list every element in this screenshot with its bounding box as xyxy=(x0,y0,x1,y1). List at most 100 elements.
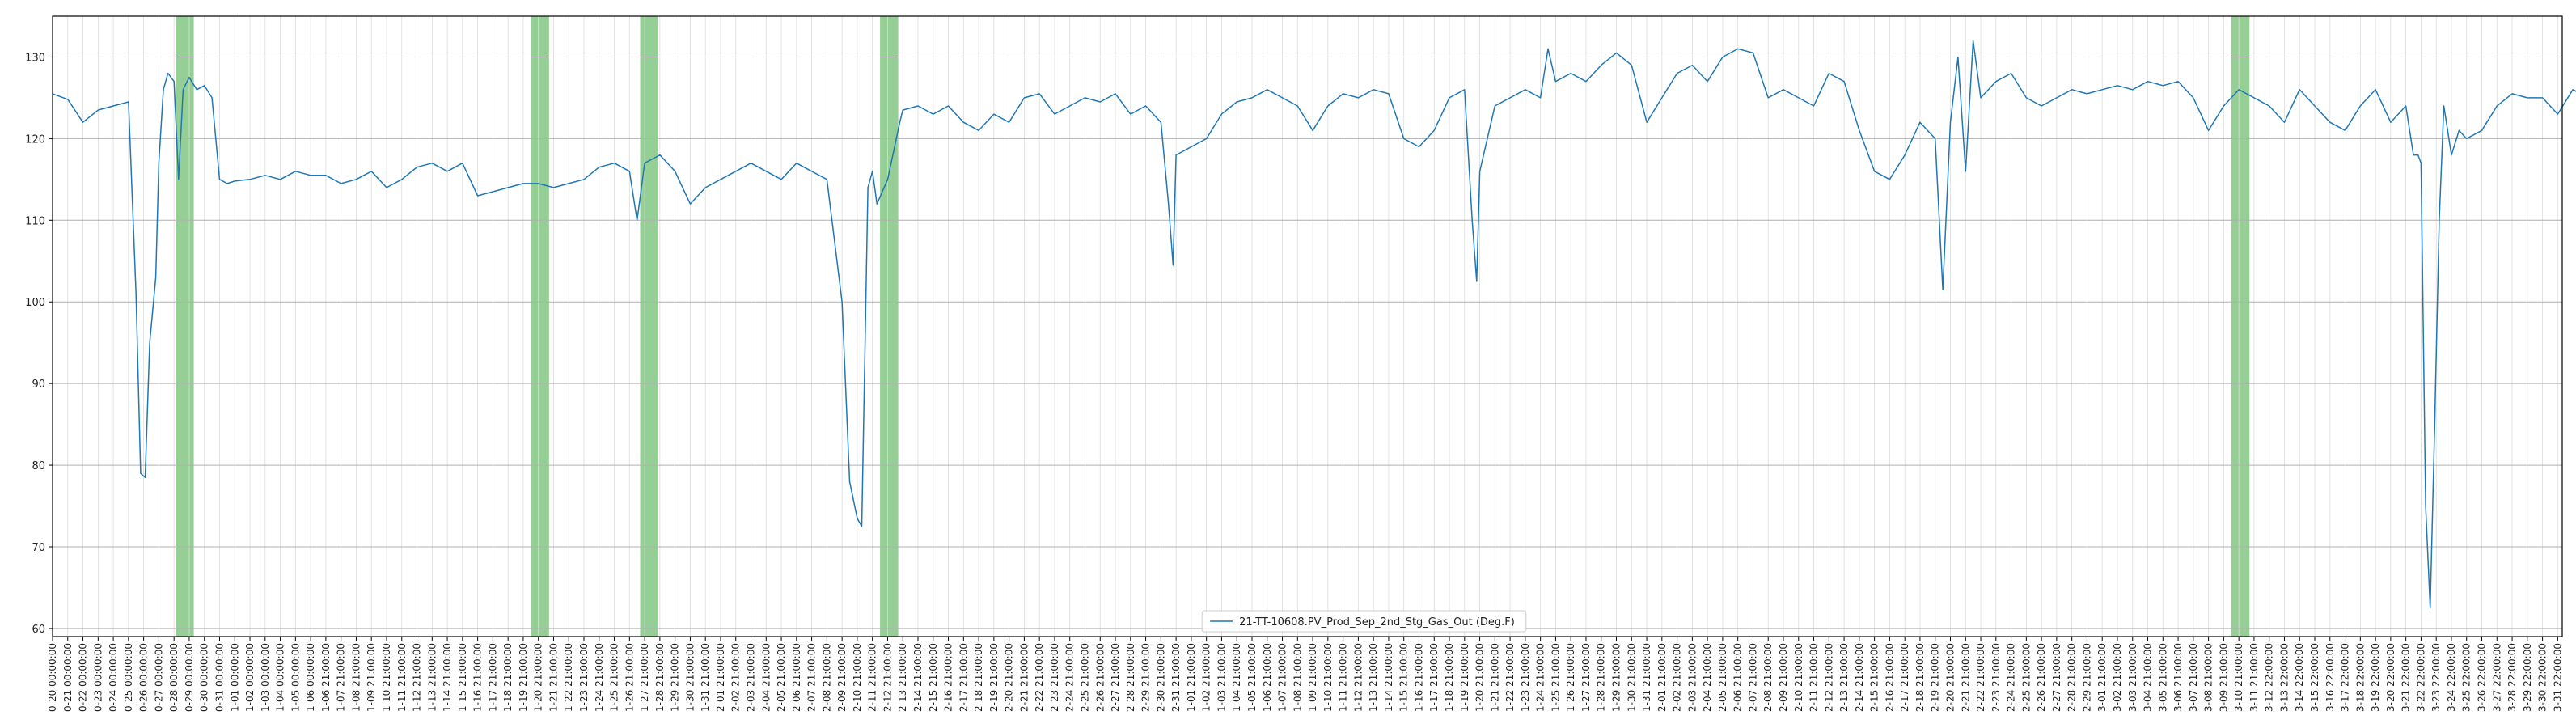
series-layer xyxy=(52,40,2576,609)
x-tick-label: 2-28 21:00:00 xyxy=(1125,643,1136,712)
x-tick-label: 1-16 21:00:00 xyxy=(472,643,484,712)
x-tick-label: 2-26 21:00:00 xyxy=(1094,643,1106,712)
highlight-span-2 xyxy=(640,16,658,637)
y-tick-label: 130 xyxy=(25,52,45,64)
x-tick-label: 3-09 21:00:00 xyxy=(2218,643,2229,712)
x-tick-label: 3-13 22:00:00 xyxy=(2278,643,2290,712)
x-tick-label: 1-11 21:00:00 xyxy=(1338,643,1349,712)
x-tick-label: 2-22 21:00:00 xyxy=(1975,643,1986,712)
x-tick-label: 0-28 00:00:00 xyxy=(168,643,180,712)
x-tick-label: 3-01 21:00:00 xyxy=(2096,643,2108,712)
x-tick-label: 3-16 22:00:00 xyxy=(2324,643,2336,712)
x-tick-label: 1-07 21:00:00 xyxy=(1277,643,1288,712)
x-tick-label: 3-20 22:00:00 xyxy=(2385,643,2396,712)
x-tick-label: 1-31 21:00:00 xyxy=(1641,643,1652,712)
x-tick-label: 1-19 21:00:00 xyxy=(518,643,529,712)
series-line-0 xyxy=(52,40,2576,609)
plot-frame xyxy=(52,15,2563,637)
x-tick-label: 2-03 21:00:00 xyxy=(746,643,757,712)
x-tick-label: 1-04 00:00:00 xyxy=(275,643,286,712)
x-tick-label: 1-26 21:00:00 xyxy=(624,643,635,712)
x-tick-label: 2-29 21:00:00 xyxy=(2081,643,2092,712)
legend-label: 21-TT-10608.PV_Prod_Sep_2nd_Stg_Gas_Out … xyxy=(1239,616,1515,629)
y-tick-label: 120 xyxy=(25,133,45,146)
x-tick-label: 2-23 21:00:00 xyxy=(1049,643,1060,712)
x-tick-label: 3-26 22:00:00 xyxy=(2477,643,2488,712)
x-tick-label: 1-05 21:00:00 xyxy=(1246,643,1258,712)
x-tick-label: 3-24 22:00:00 xyxy=(2446,643,2457,712)
x-tick-label: 2-13 21:00:00 xyxy=(897,643,908,712)
x-tick-label: 2-11 21:00:00 xyxy=(1808,643,1820,712)
y-tick-label: 100 xyxy=(25,297,45,309)
x-tick-label: 1-23 21:00:00 xyxy=(578,643,590,712)
x-tick-label: 1-28 21:00:00 xyxy=(654,643,666,712)
x-tick-label: 2-29 21:00:00 xyxy=(1140,643,1152,712)
x-tick-label: 3-25 22:00:00 xyxy=(2461,643,2472,712)
x-tick-label: 1-24 21:00:00 xyxy=(594,643,605,712)
x-tick-label: 1-03 21:00:00 xyxy=(1216,643,1227,712)
x-tick-label: 3-23 22:00:00 xyxy=(2430,643,2442,712)
x-tick-label: 2-27 21:00:00 xyxy=(2051,643,2062,712)
x-tick-label: 0-29 00:00:00 xyxy=(184,643,195,712)
x-tick-label: 1-10 21:00:00 xyxy=(381,643,392,712)
x-tick-label: 1-20 21:00:00 xyxy=(1474,643,1486,712)
legend: 21-TT-10608.PV_Prod_Sep_2nd_Stg_Gas_Out … xyxy=(1201,610,1527,633)
x-tick-label: 3-29 22:00:00 xyxy=(2522,643,2533,712)
x-tick-label: 0-22 00:00:00 xyxy=(78,643,89,712)
x-tick-label: 2-15 21:00:00 xyxy=(928,643,939,712)
x-tick-label: 1-10 21:00:00 xyxy=(1322,643,1334,712)
y-axis: 60 70 80 90 100 110 120 130 xyxy=(25,52,53,636)
x-tick-label: 2-12 21:00:00 xyxy=(1823,643,1834,712)
x-tick-label: 1-01 00:00:00 xyxy=(229,643,240,712)
x-tick-label: 2-14 21:00:00 xyxy=(1854,643,1865,712)
highlight-span-3 xyxy=(880,16,899,637)
x-tick-label: 3-21 22:00:00 xyxy=(2400,643,2412,712)
x-tick-label: 2-18 21:00:00 xyxy=(1914,643,1926,712)
x-tick-label: 2-17 21:00:00 xyxy=(958,643,969,712)
x-tick-label: 3-28 22:00:00 xyxy=(2506,643,2518,712)
x-tick-label: 2-04 21:00:00 xyxy=(760,643,772,712)
y-tick-label: 90 xyxy=(32,379,45,391)
x-tick-label: 2-02 21:00:00 xyxy=(730,643,742,712)
x-tick-label: 2-26 21:00:00 xyxy=(2036,643,2047,712)
x-tick-label: 2-27 21:00:00 xyxy=(1110,643,1121,712)
x-tick-label: 1-22 21:00:00 xyxy=(563,643,574,712)
x-tick-label: 2-01 21:00:00 xyxy=(715,643,726,712)
x-tick-label: 2-21 21:00:00 xyxy=(1018,643,1030,712)
x-tick-label: 2-12 21:00:00 xyxy=(882,643,893,712)
x-tick-label: 2-22 21:00:00 xyxy=(1034,643,1045,712)
x-tick-label: 1-05 00:00:00 xyxy=(290,643,301,712)
x-tick-label: 1-16 21:00:00 xyxy=(1413,643,1424,712)
x-tick-label: 1-25 21:00:00 xyxy=(1550,643,1561,712)
x-tick-label: 1-24 21:00:00 xyxy=(1535,643,1546,712)
x-tick-label: 2-06 21:00:00 xyxy=(791,643,802,712)
x-tick-label: 0-27 00:00:00 xyxy=(153,643,164,712)
x-tick-label: 2-10 21:00:00 xyxy=(852,643,863,712)
x-tick-label: 0-21 00:00:00 xyxy=(62,643,74,712)
x-tick-label: 3-31 22:00:00 xyxy=(2552,643,2563,712)
x-tick-label: 1-17 21:00:00 xyxy=(487,643,498,712)
x-tick-label: 2-11 21:00:00 xyxy=(867,643,878,712)
x-tick-label: 1-31 21:00:00 xyxy=(700,643,711,712)
x-tick-label: 1-23 21:00:00 xyxy=(1520,643,1531,712)
x-tick-label: 2-18 21:00:00 xyxy=(973,643,984,712)
x-tick-label: 2-20 21:00:00 xyxy=(1004,643,1015,712)
x-tick-label: 2-03 21:00:00 xyxy=(1686,643,1698,712)
x-tick-label: 2-07 21:00:00 xyxy=(806,643,818,712)
x-tick-label: 3-10 21:00:00 xyxy=(2233,643,2244,712)
x-tick-label: 1-17 21:00:00 xyxy=(1428,643,1440,712)
x-tick-label: 2-25 21:00:00 xyxy=(2020,643,2032,712)
x-tick-label: 3-04 21:00:00 xyxy=(2142,643,2154,712)
x-tick-label: 2-05 21:00:00 xyxy=(1717,643,1728,712)
x-tick-label: 2-13 21:00:00 xyxy=(1838,643,1850,712)
x-tick-label: 1-29 21:00:00 xyxy=(670,643,681,712)
grid xyxy=(52,16,2562,637)
x-tick-label: 2-20 21:00:00 xyxy=(1944,643,1956,712)
highlight-span-4 xyxy=(2231,16,2250,637)
x-tick-label: 3-12 22:00:00 xyxy=(2264,643,2275,712)
highlight-span-1 xyxy=(531,16,549,637)
highlight-span-0 xyxy=(176,16,194,637)
x-tick-label: 1-09 21:00:00 xyxy=(366,643,377,712)
y-tick-label: 60 xyxy=(32,624,45,636)
